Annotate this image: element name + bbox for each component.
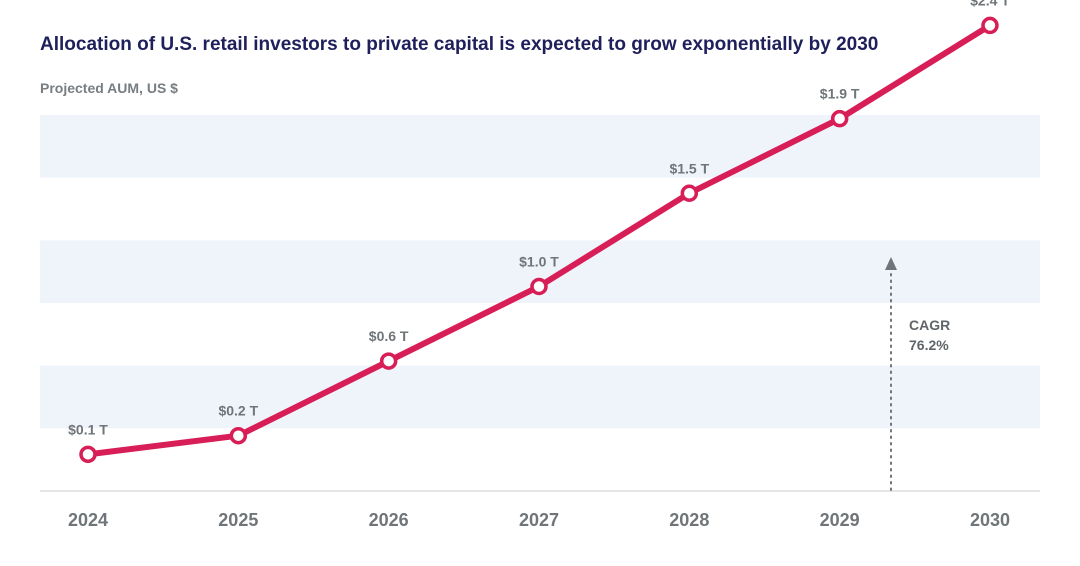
data-point <box>229 426 248 445</box>
x-tick-label: 2028 <box>669 510 709 530</box>
cagr-value: 76.2% <box>909 337 949 353</box>
x-tick-label: 2025 <box>218 510 258 530</box>
data-points <box>79 16 999 464</box>
x-tick-label: 2027 <box>519 510 559 530</box>
chart-subtitle: Projected AUM, US $ <box>40 80 178 96</box>
data-point <box>830 109 849 128</box>
data-label: $0.1 T <box>68 421 108 437</box>
data-point <box>79 445 97 464</box>
x-tick-label: 2030 <box>970 510 1010 530</box>
background-band <box>40 115 1040 178</box>
data-point <box>530 277 548 296</box>
x-tick-label: 2026 <box>369 510 409 530</box>
data-point <box>680 184 699 202</box>
data-label: $1.0 T <box>519 254 559 270</box>
background-band <box>40 365 1040 429</box>
background-bands <box>40 115 1040 429</box>
cagr-arrow-head <box>885 257 897 270</box>
data-label: $0.2 T <box>218 403 258 419</box>
data-point <box>981 16 999 35</box>
data-point <box>379 352 398 370</box>
data-label: $1.5 T <box>669 160 709 176</box>
cagr-annotation: CAGR 76.2% <box>885 257 950 491</box>
x-tick-label: 2024 <box>68 510 108 530</box>
data-labels: $0.1 T $0.2 T $0.6 T $1.0 T $1.5 T $1.9 T $2.4… <box>68 0 1010 437</box>
x-axis-ticks: 2024 2025 2026 2027 2028 2029 2030 <box>68 510 1010 530</box>
data-label: $0.6 T <box>369 328 409 344</box>
data-label: $1.9 T <box>820 86 860 102</box>
x-tick-label: 2029 <box>820 510 860 530</box>
chart-title: Allocation of U.S. retail investors to p… <box>40 34 879 55</box>
cagr-label: CAGR <box>909 317 950 333</box>
data-label: $2.4 T <box>970 0 1010 8</box>
